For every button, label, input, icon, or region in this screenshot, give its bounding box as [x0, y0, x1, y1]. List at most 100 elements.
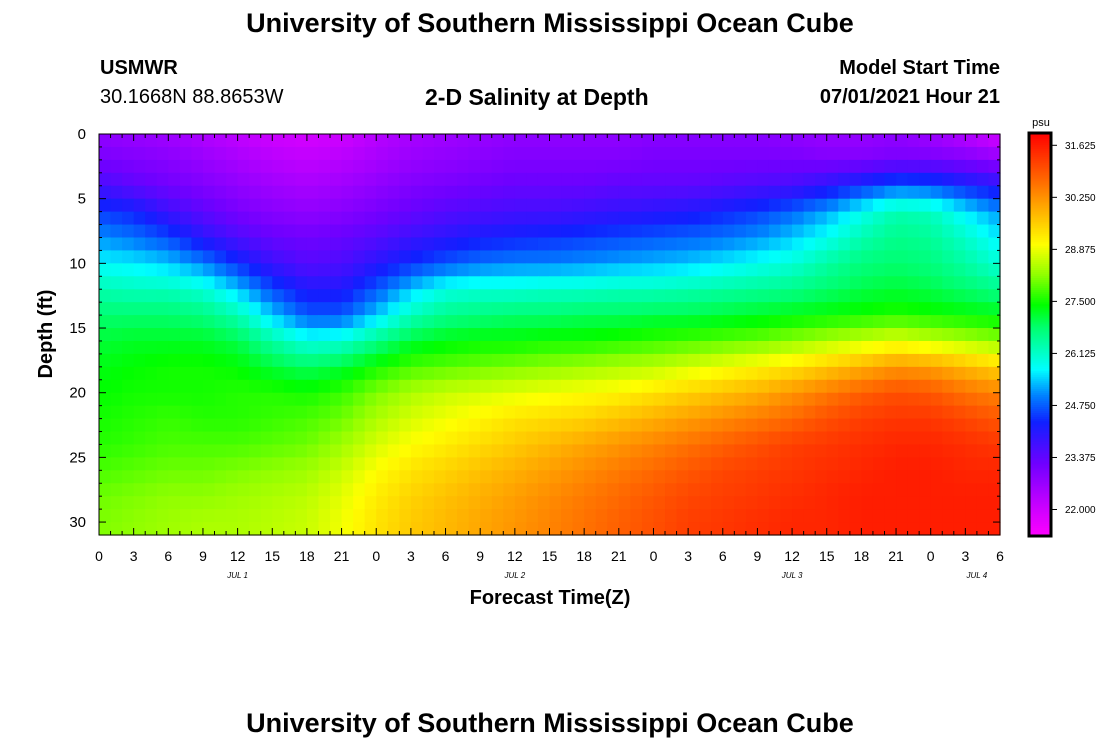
heatmap-cell [757, 159, 770, 174]
heatmap-cell [630, 522, 643, 536]
heatmap-cell [838, 366, 851, 381]
heatmap-cell [410, 340, 424, 355]
heatmap-cell [226, 224, 239, 239]
heatmap-cell [595, 172, 608, 187]
colorbar-segment [1029, 181, 1051, 184]
heatmap-cell [676, 289, 689, 303]
heatmap-cell [503, 276, 516, 290]
colorbar-segment [1029, 443, 1051, 446]
heatmap-cell [457, 431, 470, 446]
heatmap-cell [768, 522, 782, 536]
heatmap-cell [699, 522, 712, 536]
heatmap-cell [757, 444, 770, 458]
heatmap-cell [919, 159, 932, 174]
heatmap-cell [387, 185, 400, 200]
heatmap-cell [711, 444, 724, 458]
heatmap-cell [665, 405, 678, 420]
colorbar-segment [1029, 487, 1051, 491]
heatmap-cell [133, 496, 146, 510]
heatmap-cell [607, 522, 620, 536]
colorbar-legend: 31.62530.25028.87527.50026.12524.75023.3… [1027, 131, 1096, 538]
heatmap-cell [433, 250, 447, 264]
heatmap-cell [919, 250, 932, 264]
heatmap-cell [884, 353, 897, 368]
colorbar-segment [1029, 233, 1051, 237]
heatmap-cell [445, 224, 458, 239]
heatmap-cell [607, 237, 620, 252]
heatmap-cell [976, 457, 990, 471]
colorbar-segment [1029, 211, 1051, 215]
heatmap-cell [376, 457, 389, 471]
heatmap-cell [861, 405, 874, 420]
heatmap-cell [249, 392, 262, 407]
heatmap-cell [688, 340, 701, 355]
heatmap-cell [110, 172, 123, 187]
heatmap-cell [260, 418, 273, 433]
heatmap-cell [907, 405, 920, 420]
heatmap-cell [757, 263, 770, 277]
heatmap-cell [896, 366, 909, 381]
heatmap-cell [491, 276, 504, 290]
heatmap-cell [133, 159, 146, 174]
heatmap-cell [214, 392, 227, 407]
heatmap-cell [988, 146, 1001, 161]
heatmap-cell [226, 444, 239, 458]
heatmap-cell [353, 172, 366, 187]
heatmap-cell [353, 392, 366, 407]
heatmap-cell [480, 457, 493, 471]
heatmap-cell [330, 315, 343, 329]
colorbar-segment [1029, 505, 1051, 509]
heatmap-cell [272, 224, 285, 239]
heatmap-cell [780, 353, 793, 368]
heatmap-cell [202, 457, 216, 471]
heatmap-cell [445, 418, 458, 433]
heatmap-cell [757, 509, 770, 523]
heatmap-cell [630, 405, 643, 420]
heatmap-cell [283, 276, 296, 290]
heatmap-cell [410, 379, 424, 394]
heatmap-cell [930, 457, 943, 471]
heatmap-cell [665, 444, 678, 458]
heatmap-cell [237, 263, 250, 277]
heatmap-cell [433, 457, 447, 471]
heatmap-cell [780, 315, 793, 329]
heatmap-cell [387, 483, 400, 497]
heatmap-cell [318, 146, 331, 161]
colorbar-segment [1029, 165, 1051, 168]
heatmap-cell [168, 224, 181, 239]
heatmap-cell [318, 457, 331, 471]
heatmap-cell [422, 340, 435, 355]
heatmap-cell [930, 289, 943, 303]
colorbar-segment [1029, 344, 1051, 348]
heatmap-cell [838, 185, 851, 200]
heatmap-cell [249, 470, 262, 484]
heatmap-cell [942, 509, 955, 523]
heatmap-cell [572, 250, 585, 264]
x-tick-label: 15 [542, 548, 558, 564]
heatmap-cell [306, 366, 320, 381]
heatmap-cell [191, 250, 204, 264]
heatmap-cell [480, 198, 493, 213]
colorbar-segment [1029, 241, 1051, 245]
heatmap-cell [942, 418, 955, 433]
heatmap-cell [480, 315, 493, 329]
heatmap-cell [826, 366, 839, 381]
heatmap-cell [445, 392, 458, 407]
heatmap-cell [803, 431, 816, 446]
colorbar-segment [1029, 137, 1051, 140]
heatmap-cell [272, 496, 285, 510]
heatmap-cell [318, 198, 331, 213]
heatmap-cell [110, 198, 123, 213]
heatmap-cell [907, 302, 920, 316]
heatmap-cell [965, 522, 978, 536]
heatmap-cell [202, 444, 216, 458]
heatmap-cell [410, 328, 424, 342]
colorbar-segment [1029, 451, 1051, 454]
heatmap-cell [226, 328, 239, 342]
heatmap-cell [884, 289, 897, 303]
colorbar-segment [1029, 249, 1051, 253]
heatmap-cell [503, 431, 516, 446]
colorbar-segment [1029, 151, 1051, 154]
heatmap-cell [260, 431, 273, 446]
heatmap-cell [318, 172, 331, 187]
